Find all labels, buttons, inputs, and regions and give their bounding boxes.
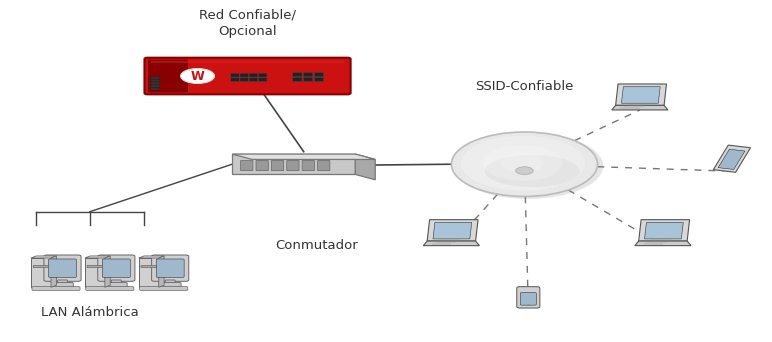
- FancyBboxPatch shape: [87, 265, 103, 268]
- FancyBboxPatch shape: [151, 255, 189, 281]
- FancyBboxPatch shape: [144, 58, 350, 94]
- Text: Conmutador: Conmutador: [276, 239, 358, 252]
- FancyBboxPatch shape: [249, 73, 258, 77]
- FancyBboxPatch shape: [98, 255, 135, 281]
- FancyBboxPatch shape: [151, 79, 160, 82]
- Text: W: W: [191, 69, 205, 82]
- FancyBboxPatch shape: [85, 258, 105, 287]
- Polygon shape: [645, 222, 683, 239]
- Circle shape: [181, 68, 215, 83]
- Circle shape: [516, 167, 533, 174]
- FancyBboxPatch shape: [516, 287, 540, 308]
- FancyBboxPatch shape: [106, 282, 127, 287]
- Polygon shape: [232, 154, 355, 174]
- Ellipse shape: [461, 136, 585, 190]
- FancyBboxPatch shape: [240, 78, 249, 81]
- FancyBboxPatch shape: [314, 77, 323, 81]
- FancyBboxPatch shape: [156, 259, 185, 277]
- FancyBboxPatch shape: [231, 73, 239, 77]
- FancyBboxPatch shape: [141, 265, 157, 268]
- Polygon shape: [433, 222, 472, 239]
- FancyBboxPatch shape: [148, 60, 188, 92]
- Polygon shape: [57, 280, 68, 284]
- FancyBboxPatch shape: [31, 258, 51, 287]
- Polygon shape: [232, 154, 375, 159]
- FancyBboxPatch shape: [139, 258, 159, 287]
- FancyBboxPatch shape: [151, 85, 160, 87]
- Ellipse shape: [485, 155, 580, 187]
- FancyBboxPatch shape: [49, 259, 76, 277]
- Polygon shape: [159, 256, 164, 287]
- FancyBboxPatch shape: [231, 78, 239, 81]
- FancyBboxPatch shape: [293, 77, 302, 81]
- FancyBboxPatch shape: [86, 287, 134, 290]
- FancyBboxPatch shape: [151, 88, 160, 90]
- FancyBboxPatch shape: [259, 78, 267, 81]
- FancyBboxPatch shape: [520, 292, 537, 305]
- Ellipse shape: [500, 153, 544, 173]
- FancyBboxPatch shape: [240, 73, 249, 77]
- Polygon shape: [427, 220, 478, 241]
- FancyBboxPatch shape: [303, 77, 313, 81]
- Ellipse shape: [452, 132, 598, 196]
- Polygon shape: [635, 241, 691, 246]
- FancyBboxPatch shape: [256, 160, 269, 171]
- FancyBboxPatch shape: [314, 73, 323, 77]
- FancyBboxPatch shape: [151, 77, 160, 79]
- FancyBboxPatch shape: [140, 287, 188, 290]
- FancyBboxPatch shape: [241, 160, 253, 171]
- FancyBboxPatch shape: [151, 61, 344, 63]
- Polygon shape: [615, 84, 666, 105]
- Text: Red Confiable/
Opcional: Red Confiable/ Opcional: [199, 8, 296, 38]
- Polygon shape: [423, 241, 479, 246]
- FancyBboxPatch shape: [303, 73, 313, 77]
- Polygon shape: [718, 149, 745, 170]
- FancyBboxPatch shape: [151, 82, 160, 84]
- FancyBboxPatch shape: [293, 73, 302, 77]
- Polygon shape: [51, 256, 56, 287]
- FancyBboxPatch shape: [32, 287, 80, 290]
- FancyBboxPatch shape: [302, 160, 314, 171]
- Polygon shape: [105, 256, 110, 287]
- FancyBboxPatch shape: [249, 78, 258, 81]
- FancyBboxPatch shape: [44, 255, 81, 281]
- Polygon shape: [638, 220, 689, 241]
- FancyBboxPatch shape: [159, 282, 181, 287]
- Ellipse shape: [453, 133, 603, 199]
- Polygon shape: [85, 256, 110, 258]
- Polygon shape: [611, 105, 668, 110]
- Polygon shape: [110, 280, 122, 284]
- FancyBboxPatch shape: [259, 73, 267, 77]
- Circle shape: [527, 305, 530, 306]
- Polygon shape: [621, 87, 660, 103]
- FancyBboxPatch shape: [286, 160, 299, 171]
- Polygon shape: [355, 154, 375, 180]
- FancyBboxPatch shape: [33, 265, 49, 268]
- Polygon shape: [713, 145, 750, 172]
- Polygon shape: [31, 256, 56, 258]
- FancyBboxPatch shape: [317, 160, 330, 171]
- FancyBboxPatch shape: [103, 259, 130, 277]
- Text: SSID-Confiable: SSID-Confiable: [476, 80, 574, 93]
- Polygon shape: [164, 280, 176, 284]
- Ellipse shape: [482, 145, 563, 181]
- Polygon shape: [139, 256, 164, 258]
- Text: LAN Alámbrica: LAN Alámbrica: [41, 305, 139, 318]
- FancyBboxPatch shape: [272, 160, 283, 171]
- FancyBboxPatch shape: [52, 282, 73, 287]
